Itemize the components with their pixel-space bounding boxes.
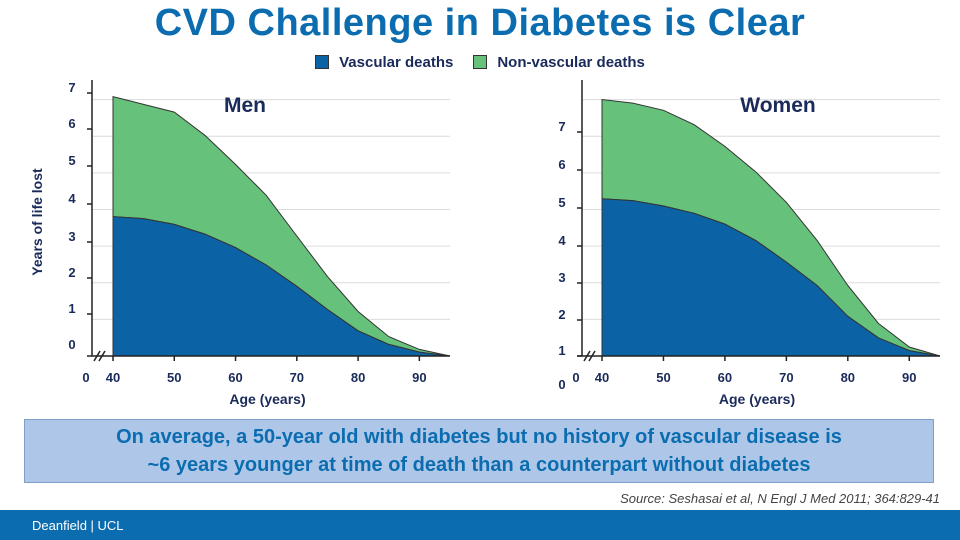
y-tick-label: 4 (68, 191, 76, 206)
y-tick-label: 6 (558, 157, 565, 172)
x-tick-label: 40 (595, 370, 609, 385)
legend-item-vascular: Vascular deaths (315, 54, 453, 71)
y-tick-label: 4 (558, 233, 566, 248)
axis-break-mark (98, 350, 106, 362)
y-tick-label: 1 (68, 301, 75, 316)
y-tick-label: 6 (68, 116, 75, 131)
legend-item-nonvascular: Non-vascular deaths (473, 54, 645, 71)
y-tick-label: 5 (68, 153, 75, 168)
key-message-box: On average, a 50-year old with diabetes … (24, 419, 934, 483)
y-tick-label: 7 (558, 119, 565, 134)
x-axis-label: Age (years) (719, 391, 795, 407)
x-tick-label: 50 (167, 370, 181, 385)
key-message-line-1: On average, a 50-year old with diabetes … (116, 426, 842, 448)
panel-title: Men (224, 94, 266, 117)
x-tick-label: 60 (228, 370, 242, 385)
y-tick-label: 3 (68, 229, 75, 244)
chart-legend: Vascular deaths Non-vascular deaths (0, 52, 960, 72)
x-tick-label: 90 (412, 370, 426, 385)
x-tick-label: 80 (351, 370, 365, 385)
footer-label: Deanfield | UCL (32, 518, 124, 533)
y-tick-label: 2 (68, 265, 75, 280)
axis-break-mark (588, 350, 596, 362)
slide-title: CVD Challenge in Diabetes is Clear (154, 2, 806, 44)
x-axis-label: Age (years) (229, 391, 305, 407)
y-axis-label: Years of life lost (29, 168, 45, 276)
y-tick-label: 0 (68, 337, 75, 352)
y-tick-label: 5 (558, 195, 565, 210)
x-tick-label: 90 (902, 370, 916, 385)
x-tick-label: 0 (82, 370, 89, 385)
legend-label-vascular: Vascular deaths (339, 53, 454, 71)
legend-label-nonvascular: Non-vascular deaths (497, 53, 645, 71)
key-message-line-2: ~6 years younger at time of death than a… (147, 454, 811, 476)
panel-title: Women (740, 94, 815, 117)
x-tick-label: 60 (718, 370, 732, 385)
axis-break-mark (93, 350, 101, 362)
y-tick-label: 7 (68, 80, 75, 95)
source-citation: Source: Seshasai et al, N Engl J Med 201… (620, 491, 940, 506)
x-tick-label: 0 (572, 370, 579, 385)
x-tick-label: 50 (656, 370, 670, 385)
x-tick-label: 70 (779, 370, 793, 385)
y-tick-label: 0 (558, 377, 565, 392)
x-tick-label: 40 (106, 370, 120, 385)
y-tick-label: 2 (558, 307, 565, 322)
legend-swatch-nonvascular (473, 55, 488, 69)
legend-swatch-vascular (315, 55, 330, 69)
x-tick-label: 70 (290, 370, 304, 385)
x-tick-label: 80 (841, 370, 855, 385)
axis-break-mark (583, 350, 591, 362)
y-tick-label: 3 (558, 270, 565, 285)
y-tick-label: 1 (558, 343, 565, 358)
footer-bar: Deanfield | UCL (0, 510, 960, 540)
